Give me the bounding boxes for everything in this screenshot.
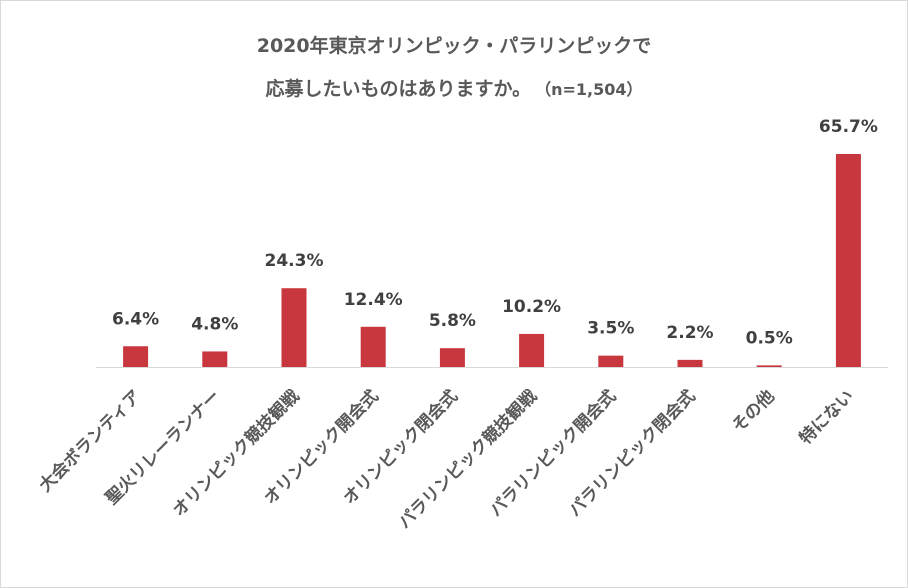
bar xyxy=(202,351,228,367)
data-label: 24.3% xyxy=(265,251,324,271)
chart-title: 2020年東京オリンピック・パラリンピックで xyxy=(256,35,652,57)
chart-title-text: 応募したいものはありますか。 xyxy=(265,78,532,100)
data-label: 5.8% xyxy=(429,311,476,331)
category-label: パラリンピック閉会式 xyxy=(564,386,699,521)
bar xyxy=(677,359,703,367)
data-label: 10.2% xyxy=(502,297,561,317)
bar xyxy=(598,355,624,367)
category-label: パラリンピック競技観戦 xyxy=(394,385,542,533)
chart-sample-size: （n=1,504） xyxy=(543,80,643,99)
data-label: 0.5% xyxy=(746,328,793,348)
bar xyxy=(439,348,465,367)
bar xyxy=(756,365,782,367)
category-label: パラリンピック開会式 xyxy=(485,386,620,521)
data-label: 3.5% xyxy=(587,319,634,339)
data-label: 4.8% xyxy=(191,314,238,334)
category-label: 特にない xyxy=(795,386,858,449)
data-label: 12.4% xyxy=(344,290,403,310)
category-label: オリンピック競技観戦 xyxy=(168,385,304,521)
category-label: その他 xyxy=(728,386,779,437)
data-label: 6.4% xyxy=(112,309,159,329)
chart-title-line2: 応募したいものはありますか。 （n=1,504） xyxy=(0,74,908,101)
data-label: 2.2% xyxy=(666,323,713,343)
bar xyxy=(360,326,386,367)
bar xyxy=(281,288,307,367)
data-label: 65.7% xyxy=(819,117,878,137)
bar xyxy=(519,333,545,367)
bar xyxy=(123,346,149,367)
bar xyxy=(835,154,861,367)
